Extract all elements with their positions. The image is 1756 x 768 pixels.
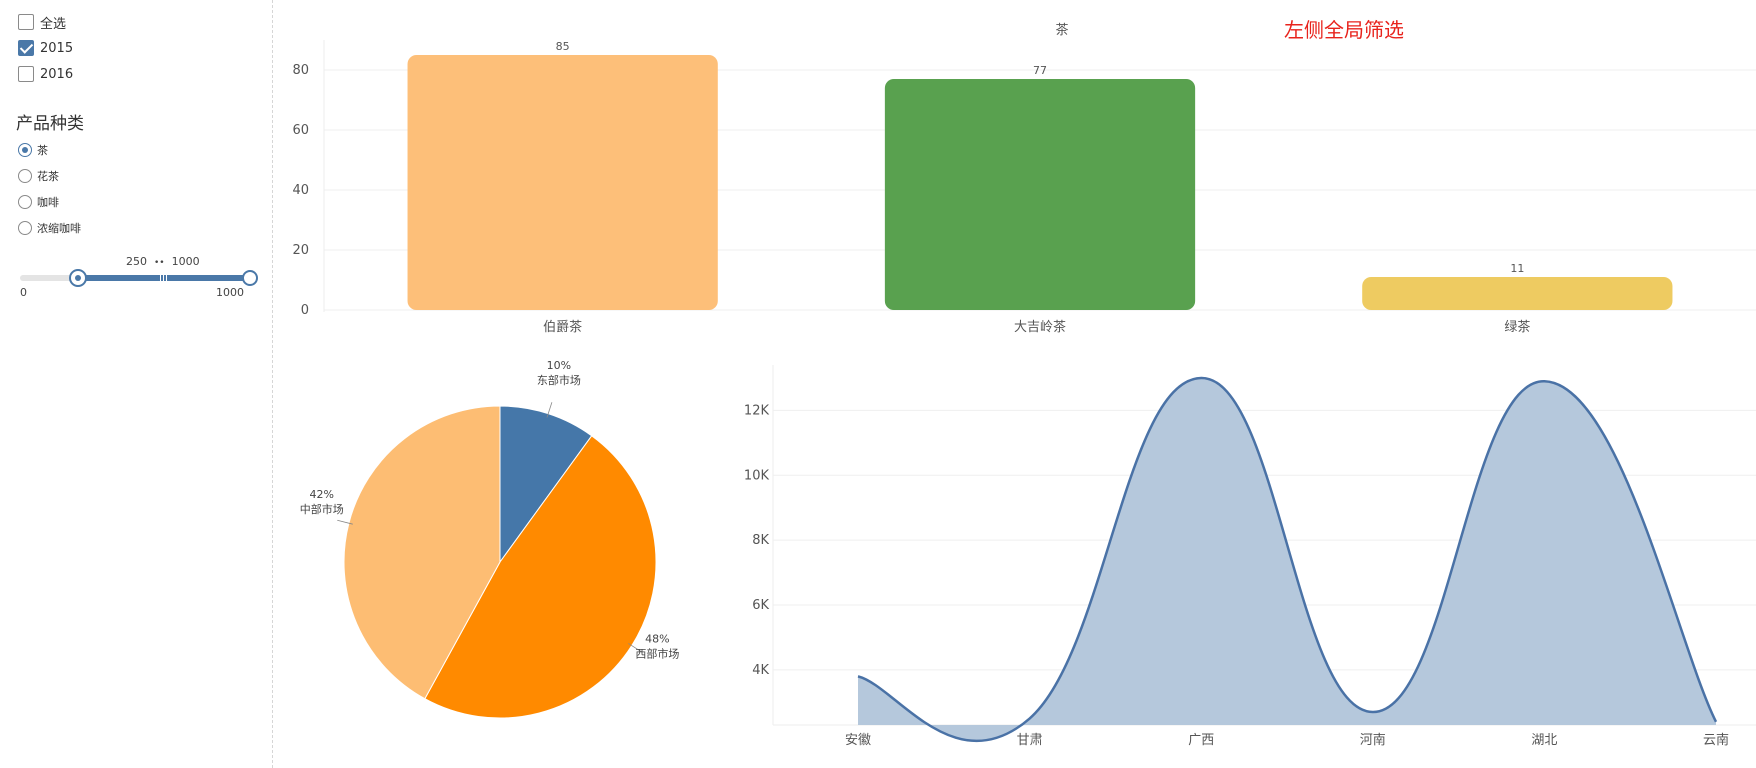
pie-category-label: 西部市场 <box>635 647 679 661</box>
radio-button[interactable] <box>18 169 32 183</box>
checkbox-2015[interactable]: 2015 <box>18 38 73 58</box>
checkbox-box[interactable] <box>18 14 34 30</box>
area-chart-y-tick: 6K <box>752 598 769 613</box>
radio-option-flower-tea[interactable]: 花茶 <box>18 167 59 185</box>
area-chart-x-tick: 河南 <box>1360 732 1386 748</box>
bar-chart-y-tick: 60 <box>292 123 309 138</box>
checkbox-box[interactable] <box>18 40 34 56</box>
pie-category-label: 中部市场 <box>300 502 344 516</box>
range-slider-grip-icon[interactable] <box>160 274 168 282</box>
bar-1 <box>407 55 718 310</box>
pie-leader-line <box>628 643 643 653</box>
radio-label: 花茶 <box>37 170 59 183</box>
bar-chart-title: 茶 <box>1055 22 1068 38</box>
radio-label: 浓缩咖啡 <box>37 222 81 235</box>
checkbox-label: 全选 <box>40 16 67 32</box>
bar-chart-x-axis: 伯爵茶 大吉岭茶 绿茶 <box>543 319 1530 335</box>
bar-value-label: 11 <box>1510 262 1524 275</box>
pie-chart-labels: 10%东部市场 48%西部市场 42%中部市场 <box>300 359 680 661</box>
area-chart-y-tick: 4K <box>752 663 769 678</box>
bar-chart-y-tick: 40 <box>292 183 309 198</box>
pie-category-label: 东部市场 <box>537 373 581 387</box>
area-chart-x-tick: 广西 <box>1188 733 1214 748</box>
bar-chart-y-tick: 80 <box>292 63 309 78</box>
radio-label: 茶 <box>37 144 48 157</box>
bar-2 <box>884 79 1196 310</box>
radio-button[interactable] <box>18 143 32 157</box>
area-chart-y-tick: 8K <box>752 533 769 548</box>
pie-chart-slices <box>343 405 657 719</box>
bar-chart-y-axis: 0 20 40 60 80 <box>292 63 309 318</box>
slider-max-label: 1000 <box>216 286 244 299</box>
filter-sidebar: 全选 2015 2016 产品种类 茶 花茶 咖啡 浓缩咖啡 250 •• 1000… <box>0 0 273 768</box>
pie-leader-line <box>337 519 353 525</box>
area-chart-x-tick: 安徽 <box>845 733 871 748</box>
area-chart-series <box>857 376 1718 743</box>
area-chart-x-tick: 甘肃 <box>1017 733 1043 748</box>
radio-option-tea[interactable]: 茶 <box>18 141 48 159</box>
bar-chart-bars <box>407 55 1673 310</box>
area-chart: 4K 6K 8K 10K 12K 安徽 甘肃 广西 河南 湖北 云南 <box>744 365 1756 748</box>
radio-option-coffee[interactable]: 咖啡 <box>18 193 59 211</box>
radio-button[interactable] <box>18 221 32 235</box>
bar-chart-x-tick: 伯爵茶 <box>543 319 582 335</box>
bar-chart-x-tick: 绿茶 <box>1504 319 1530 335</box>
checkbox-box[interactable] <box>18 66 34 82</box>
radio-label: 咖啡 <box>37 196 59 209</box>
slider-high-value: 1000 <box>171 255 200 268</box>
pie-leader-line <box>546 402 553 418</box>
bar-chart-x-tick: 大吉岭茶 <box>1014 319 1066 335</box>
pie-percent-label: 42% <box>310 488 334 501</box>
area-chart-y-axis: 4K 6K 8K 10K 12K <box>744 403 770 677</box>
pie-percent-label: 10% <box>547 359 571 372</box>
pie-percent-label: 48% <box>645 633 669 646</box>
slider-low-value: 250 <box>126 255 147 268</box>
area-fill <box>858 377 1716 741</box>
checkbox-2016[interactable]: 2016 <box>18 64 73 84</box>
bar-chart: 茶 0 20 40 60 80 85 77 11 伯爵茶 大吉岭茶 绿茶 <box>292 22 1756 335</box>
bar-3 <box>1362 277 1673 310</box>
bar-chart-y-tick: 20 <box>292 243 309 258</box>
area-chart-x-tick: 湖北 <box>1531 733 1557 748</box>
area-chart-y-tick: 12K <box>744 403 770 418</box>
slider-min-label: 0 <box>20 286 27 299</box>
range-slider-max-handle[interactable] <box>242 270 258 286</box>
area-chart-x-tick: 云南 <box>1703 732 1729 748</box>
bar-value-label: 77 <box>1033 64 1047 77</box>
checkbox-label: 2015 <box>40 40 74 56</box>
range-slider-min-handle[interactable] <box>68 269 87 287</box>
checkbox-label: 2016 <box>40 66 74 82</box>
radio-option-espresso[interactable]: 浓缩咖啡 <box>18 219 81 237</box>
radio-button[interactable] <box>18 195 32 209</box>
range-slider-readout: 250 •• 1000 <box>126 255 200 268</box>
area-chart-x-axis: 安徽 甘肃 广西 河南 湖北 云南 <box>845 732 1729 748</box>
bar-chart-value-labels: 85 77 11 <box>556 40 1525 275</box>
pie-chart: 10%东部市场 48%西部市场 42%中部市场 <box>300 359 680 719</box>
area-chart-y-tick: 10K <box>744 468 770 483</box>
global-filter-note: 左侧全局筛选 <box>1284 20 1404 42</box>
slider-separator-dots: •• <box>154 258 165 268</box>
bar-chart-y-tick: 0 <box>301 303 309 318</box>
area-line <box>857 376 1718 743</box>
product-type-title: 产品种类 <box>16 114 84 134</box>
checkbox-select-all[interactable]: 全选 <box>18 12 66 32</box>
bar-value-label: 85 <box>556 40 570 53</box>
